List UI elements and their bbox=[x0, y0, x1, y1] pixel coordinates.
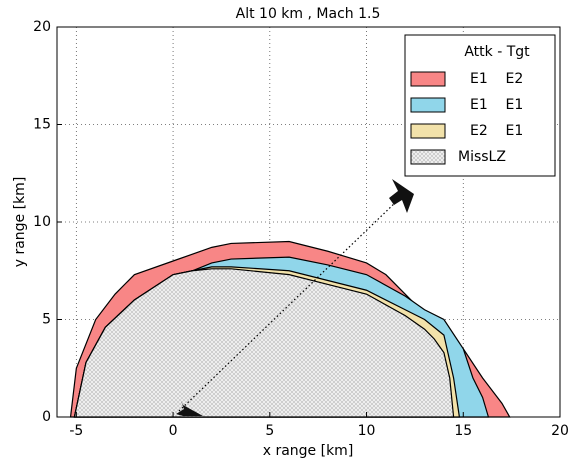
target-aircraft bbox=[389, 179, 414, 213]
legend-swatch bbox=[410, 71, 446, 87]
y-tick-label: 0 bbox=[42, 409, 51, 425]
x-tick-label: -5 bbox=[69, 423, 83, 439]
legend-title: Attk - Tgt bbox=[464, 44, 530, 60]
attacker-aircraft bbox=[176, 401, 203, 416]
legend-swatch bbox=[410, 97, 446, 113]
chart-title: Alt 10 km , Mach 1.5 bbox=[236, 6, 381, 22]
areas bbox=[69, 240, 511, 418]
x-axis-label: x range [km] bbox=[263, 443, 354, 459]
x-tick-label: 10 bbox=[358, 423, 376, 439]
legend-label: E2 E1 bbox=[470, 123, 523, 139]
sight-line bbox=[178, 199, 399, 412]
legend-swatch bbox=[410, 149, 446, 165]
x-tick-label: 0 bbox=[169, 423, 178, 439]
legend-label: E1 E2 bbox=[470, 71, 523, 87]
legend-swatch bbox=[410, 123, 446, 139]
legend: Attk - Tgt E1 E2 E1 E1 E2 E1 MissLZ bbox=[404, 34, 556, 177]
x-tick-label: 20 bbox=[551, 423, 569, 439]
legend-label: MissLZ bbox=[458, 149, 506, 165]
x-tick-label: 5 bbox=[265, 423, 274, 439]
y-tick-label: 5 bbox=[42, 312, 51, 328]
ticks: -5 0 5 10 15 20 0 5 10 15 20 bbox=[33, 19, 569, 439]
annotations bbox=[176, 179, 414, 416]
y-tick-label: 20 bbox=[33, 19, 51, 35]
x-tick-label: 15 bbox=[454, 423, 472, 439]
y-tick-label: 10 bbox=[33, 214, 51, 230]
y-axis-label: y range [km] bbox=[12, 177, 28, 268]
area bbox=[73, 268, 455, 418]
legend-label: E1 E1 bbox=[470, 97, 523, 113]
y-tick-label: 15 bbox=[33, 117, 51, 133]
